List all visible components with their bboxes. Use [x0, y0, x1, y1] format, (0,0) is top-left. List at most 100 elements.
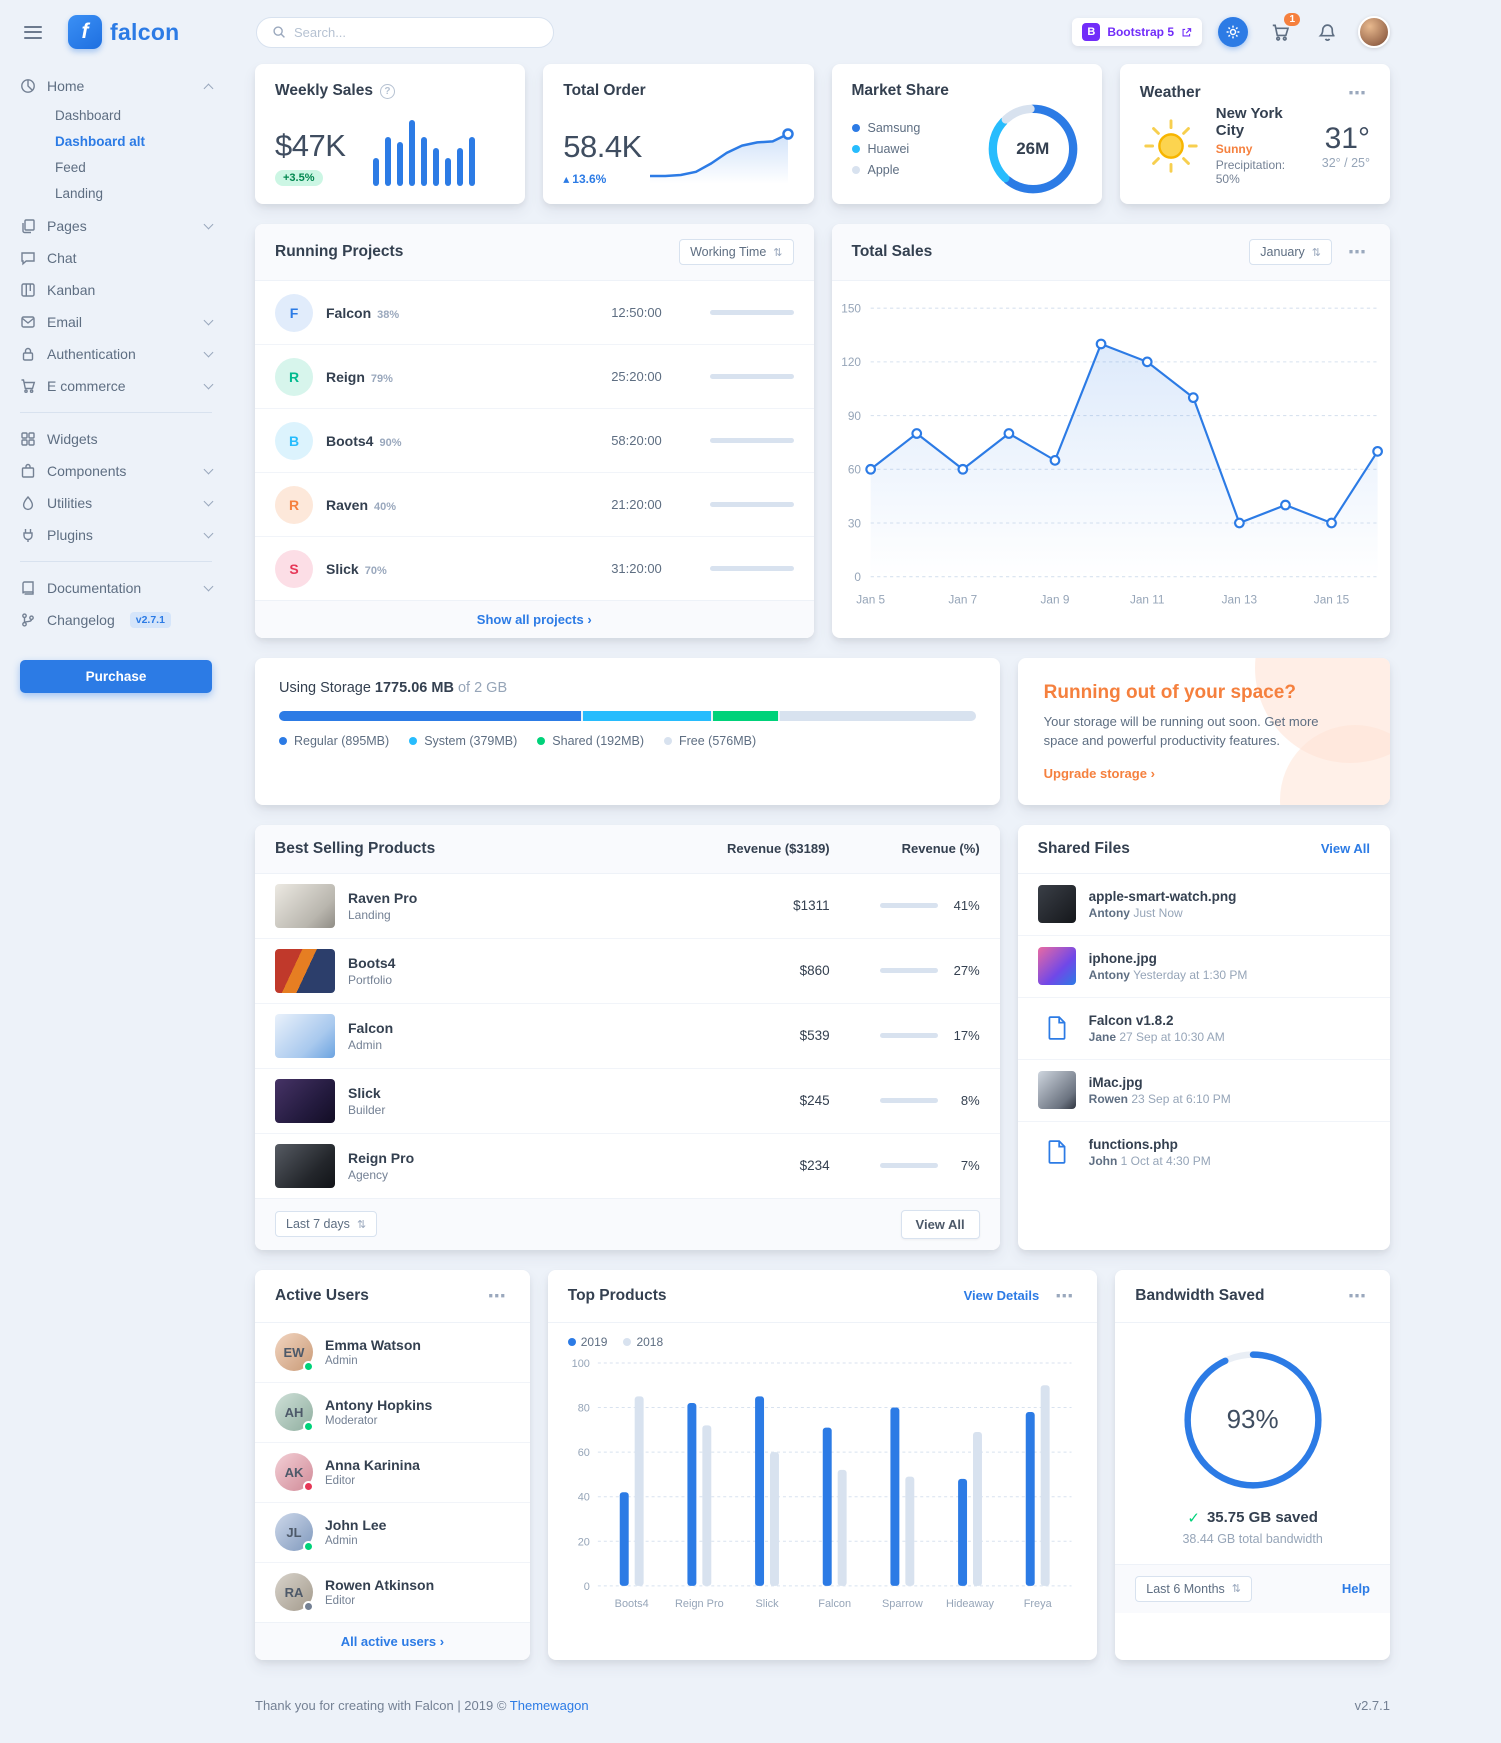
card-menu-button[interactable]: ⋯	[1344, 241, 1370, 263]
file-name-link[interactable]: apple-smart-watch.png	[1088, 889, 1237, 905]
file-name-link[interactable]: iMac.jpg	[1088, 1075, 1143, 1091]
card-menu-button[interactable]: ⋯	[1344, 82, 1370, 104]
table-row: Falcon Admin $539 17%	[255, 1004, 1000, 1069]
cart-button[interactable]: 1	[1264, 13, 1300, 48]
date-range-select[interactable]: Last 7 days ⇅	[275, 1211, 378, 1238]
weather-precipitation: Precipitation: 50%	[1215, 158, 1286, 186]
user-name-link[interactable]: Anna Karinina	[325, 1457, 420, 1474]
view-details-link[interactable]: View Details	[963, 1288, 1040, 1304]
card-menu-button[interactable]: ⋯	[1051, 1285, 1077, 1307]
info-icon[interactable]: ?	[379, 83, 395, 99]
sidebar-item-dashboard-alt[interactable]: Dashboard alt	[55, 133, 146, 149]
sidebar-item-widgets[interactable]: Widgets	[20, 423, 212, 455]
project-row: S Slick 70% 31:20:00	[255, 537, 814, 600]
product-name-link[interactable]: Slick	[348, 1084, 381, 1101]
menu-toggle-button[interactable]	[20, 22, 46, 43]
brand-logo[interactable]: f falcon	[68, 15, 180, 49]
project-name-link[interactable]: Slick	[326, 560, 359, 577]
user-role: Admin	[325, 1535, 358, 1548]
sidebar-item-utilities[interactable]: Utilities	[20, 487, 214, 519]
card-menu-button[interactable]: ⋯	[484, 1285, 510, 1307]
user-name-link[interactable]: Emma Watson	[325, 1337, 421, 1354]
card-menu-button[interactable]: ⋯	[1344, 1285, 1370, 1307]
bandwidth-ring-chart: 93%	[1178, 1345, 1328, 1495]
sidebar-item-changelog[interactable]: Changelog v2.7.1	[20, 604, 212, 636]
user-name-link[interactable]: John Lee	[325, 1517, 387, 1534]
months-select[interactable]: Last 6 Months ⇅	[1135, 1575, 1252, 1602]
sidebar-item-label: Components	[47, 463, 127, 479]
status-badge	[303, 1481, 314, 1493]
user-name-link[interactable]: Rowen Atkinson	[325, 1577, 435, 1594]
sidebar-item-documentation[interactable]: Documentation	[20, 572, 214, 604]
search-input[interactable]	[294, 24, 538, 40]
sidebar-item-feed[interactable]: Feed	[55, 159, 86, 175]
storage-used: 1775.06 MB	[374, 680, 454, 696]
sidebar-item-chat[interactable]: Chat	[20, 242, 212, 274]
project-progress-bar	[709, 310, 794, 315]
svg-text:40: 40	[577, 1491, 589, 1503]
all-active-users-link[interactable]: All active users ›	[340, 1633, 445, 1649]
total-sales-card: Total Sales January ⇅ ⋯ 0 30 60 90 120 150 Jan …	[831, 224, 1390, 638]
file-name-link[interactable]: Falcon v1.8.2	[1088, 1013, 1174, 1029]
list-item: EW Emma Watson Admin	[255, 1323, 530, 1383]
user-avatar[interactable]	[1358, 16, 1390, 48]
sidebar-item-landing[interactable]: Landing	[55, 185, 104, 201]
sidebar-item-pages[interactable]: Pages	[20, 210, 214, 242]
project-name-link[interactable]: Reign	[326, 368, 365, 385]
footer-version: v2.7.1	[1354, 1697, 1390, 1713]
view-all-button[interactable]: View All	[900, 1209, 980, 1239]
product-category: Admin	[348, 1037, 383, 1052]
project-name-link[interactable]: Falcon	[326, 304, 372, 321]
working-time-select[interactable]: Working Time ⇅	[679, 239, 794, 265]
sidebar-item-authentication[interactable]: Authentication	[20, 338, 214, 370]
search-box[interactable]	[256, 16, 554, 48]
upgrade-storage-link[interactable]: Upgrade storage ›	[1043, 765, 1155, 781]
sidebar-item-email[interactable]: Email	[20, 306, 214, 338]
product-name-link[interactable]: Reign Pro	[348, 1149, 415, 1166]
sidebar-item-home[interactable]: Home	[20, 70, 214, 102]
storage-title: Using Storage 1775.06 MB of 2 GB	[279, 680, 508, 696]
user-name-link[interactable]: Antony Hopkins	[325, 1397, 433, 1414]
product-name-link[interactable]: Falcon	[348, 1019, 394, 1036]
sort-caret-icon: ⇅	[1311, 246, 1321, 259]
project-avatar: R	[275, 357, 313, 396]
product-name-link[interactable]: Boots4	[348, 954, 396, 971]
svg-text:0: 0	[584, 1581, 590, 1593]
svg-text:Slick: Slick	[755, 1597, 779, 1609]
bootstrap5-badge[interactable]: B Bootstrap 5	[1072, 18, 1202, 46]
legend-item: 2019	[567, 1335, 607, 1349]
card-title: Active Users	[275, 1286, 369, 1304]
view-all-link[interactable]: View All	[1320, 841, 1370, 857]
month-select[interactable]: January ⇅	[1249, 239, 1332, 265]
main-content: Weekly Sales ? $47K +3.5% Total Order	[255, 64, 1390, 1743]
sidebar-item-plugins[interactable]: Plugins	[20, 519, 214, 551]
help-link[interactable]: Help	[1341, 1581, 1370, 1597]
file-name-link[interactable]: iphone.jpg	[1088, 951, 1157, 967]
list-item: JL John Lee Admin	[255, 1503, 530, 1563]
sidebar-item-kanban[interactable]: Kanban	[20, 274, 212, 306]
storage-card: Using Storage 1775.06 MB of 2 GB Regular…	[255, 658, 1000, 805]
bandwidth-saved-value: 35.75 GB saved	[1206, 1509, 1318, 1527]
kpi-row: Weekly Sales ? $47K +3.5% Total Order	[255, 64, 1390, 204]
settings-button[interactable]	[1217, 16, 1249, 48]
themewagon-link[interactable]: Themewagon	[509, 1697, 589, 1713]
project-avatar: F	[275, 293, 313, 332]
revenue-pct-label: 41%	[953, 898, 980, 914]
sidebar-item-ecommerce[interactable]: E commerce	[20, 370, 214, 402]
cart-icon	[1272, 24, 1289, 41]
product-name-link[interactable]: Raven Pro	[348, 889, 418, 906]
sidebar-item-components[interactable]: Components	[20, 455, 214, 487]
project-name-link[interactable]: Boots4	[326, 432, 374, 449]
file-name-link[interactable]: functions.php	[1088, 1137, 1178, 1153]
chevron-down-icon	[203, 528, 214, 539]
space-warning-title: Running out of your space?	[1043, 682, 1296, 703]
svg-text:60: 60	[847, 463, 861, 477]
project-avatar: R	[275, 485, 313, 524]
purchase-button[interactable]: Purchase	[20, 660, 212, 693]
table-row: Slick Builder $245 8%	[255, 1069, 1000, 1134]
sidebar-item-dashboard[interactable]: Dashboard	[55, 107, 122, 123]
bandwidth-saved-card: Bandwidth Saved ⋯ 93% ✓ 35.75 GB saved 38…	[1115, 1269, 1390, 1660]
notifications-button[interactable]	[1311, 16, 1343, 48]
project-name-link[interactable]: Raven	[326, 496, 369, 513]
show-all-projects-link[interactable]: Show all projects ›	[476, 612, 592, 627]
